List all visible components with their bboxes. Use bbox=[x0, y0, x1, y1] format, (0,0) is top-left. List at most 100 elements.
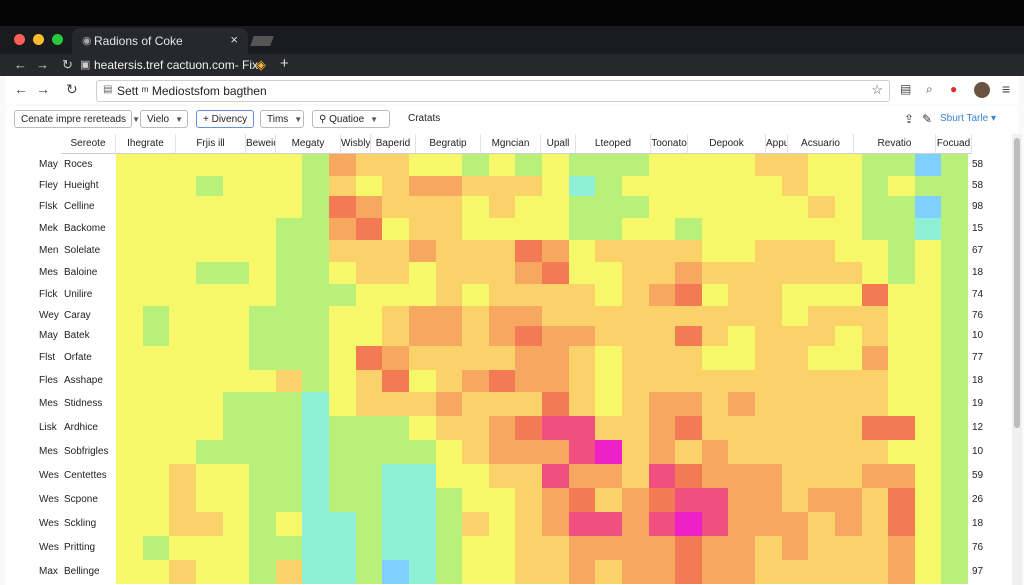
heatmap-cell[interactable] bbox=[941, 440, 969, 464]
heatmap-cell[interactable] bbox=[542, 240, 569, 262]
heatmap-cell[interactable] bbox=[195, 306, 223, 326]
heatmap-cell[interactable] bbox=[621, 218, 649, 240]
heatmap-cell[interactable] bbox=[302, 306, 330, 326]
heatmap-cell[interactable] bbox=[222, 306, 250, 326]
heatmap-cell[interactable] bbox=[275, 560, 303, 584]
heatmap-cell[interactable] bbox=[568, 284, 596, 306]
heatmap-cell[interactable] bbox=[808, 488, 836, 512]
heatmap-cell[interactable] bbox=[222, 262, 250, 284]
heatmap-cell[interactable] bbox=[834, 176, 862, 196]
heatmap-cell[interactable] bbox=[941, 306, 969, 326]
heatmap-cell[interactable] bbox=[595, 196, 623, 218]
heatmap-cell[interactable] bbox=[169, 284, 197, 306]
heatmap-cell[interactable] bbox=[142, 512, 170, 536]
heatmap-cell[interactable] bbox=[621, 262, 649, 284]
heatmap-cell[interactable] bbox=[888, 240, 916, 262]
heatmap-cell[interactable] bbox=[116, 306, 143, 326]
heatmap-cell[interactable] bbox=[435, 370, 463, 392]
column-header[interactable]: Focuad bbox=[936, 134, 972, 154]
heatmap-cell[interactable] bbox=[222, 326, 250, 346]
heatmap-cell[interactable] bbox=[834, 464, 862, 488]
heatmap-cell[interactable] bbox=[116, 512, 143, 536]
heatmap-cell[interactable] bbox=[568, 346, 596, 370]
heatmap-cell[interactable] bbox=[728, 536, 756, 560]
heatmap-cell[interactable] bbox=[515, 306, 543, 326]
heatmap-cell[interactable] bbox=[675, 560, 703, 584]
heatmap-cell[interactable] bbox=[275, 440, 303, 464]
heatmap-cell[interactable] bbox=[621, 464, 649, 488]
heatmap-cell[interactable] bbox=[701, 326, 729, 346]
heatmap-cell[interactable] bbox=[728, 306, 756, 326]
heatmap-cell[interactable] bbox=[435, 284, 463, 306]
heatmap-cell[interactable] bbox=[382, 512, 410, 536]
heatmap-cell[interactable] bbox=[249, 284, 277, 306]
heatmap-cell[interactable] bbox=[462, 284, 490, 306]
heatmap-cell[interactable] bbox=[355, 464, 383, 488]
heatmap-cell[interactable] bbox=[542, 176, 569, 196]
heatmap-cell[interactable] bbox=[701, 392, 729, 416]
heatmap-cell[interactable] bbox=[621, 306, 649, 326]
heatmap-cell[interactable] bbox=[728, 176, 756, 196]
heatmap-cell[interactable] bbox=[488, 560, 516, 584]
heatmap-cell[interactable] bbox=[675, 488, 703, 512]
heatmap-cell[interactable] bbox=[222, 176, 250, 196]
heatmap-cell[interactable] bbox=[249, 326, 277, 346]
heatmap-cell[interactable] bbox=[382, 218, 410, 240]
heatmap-cell[interactable] bbox=[249, 306, 277, 326]
heatmap-cell[interactable] bbox=[914, 488, 942, 512]
heatmap-cell[interactable] bbox=[195, 392, 223, 416]
heatmap-cell[interactable] bbox=[595, 306, 623, 326]
heatmap-cell[interactable] bbox=[142, 488, 170, 512]
heatmap-cell[interactable] bbox=[515, 536, 543, 560]
heatmap-cell[interactable] bbox=[728, 392, 756, 416]
quatioe-dropdown[interactable]: ⚲ Quatioe ▼ bbox=[312, 110, 390, 128]
heatmap-cell[interactable] bbox=[914, 262, 942, 284]
heatmap-cell[interactable] bbox=[808, 176, 836, 196]
heatmap-cell[interactable] bbox=[195, 326, 223, 346]
heatmap-cell[interactable] bbox=[142, 284, 170, 306]
heatmap-cell[interactable] bbox=[488, 346, 516, 370]
heatmap-cell[interactable] bbox=[675, 218, 703, 240]
heatmap-cell[interactable] bbox=[568, 240, 596, 262]
heatmap-cell[interactable] bbox=[488, 440, 516, 464]
heatmap-cell[interactable] bbox=[888, 488, 916, 512]
heatmap-cell[interactable] bbox=[914, 440, 942, 464]
heatmap-cell[interactable] bbox=[701, 306, 729, 326]
heatmap-cell[interactable] bbox=[648, 416, 676, 440]
vielo-dropdown[interactable]: Vielo ▼ bbox=[140, 110, 188, 128]
heatmap-cell[interactable] bbox=[781, 440, 809, 464]
heatmap-cell[interactable] bbox=[195, 536, 223, 560]
heatmap-cell[interactable] bbox=[914, 536, 942, 560]
bookmark-star-icon[interactable]: ☆ bbox=[871, 82, 883, 97]
heatmap-cell[interactable] bbox=[408, 240, 436, 262]
minimize-window-button[interactable] bbox=[33, 34, 44, 45]
heatmap-cell[interactable] bbox=[408, 512, 436, 536]
heatmap-cell[interactable] bbox=[488, 284, 516, 306]
heatmap-cell[interactable] bbox=[568, 176, 596, 196]
address-url[interactable]: heatersis.tref cactuon.com- Fix bbox=[94, 58, 259, 72]
heatmap-cell[interactable] bbox=[914, 560, 942, 584]
heatmap-cell[interactable] bbox=[169, 306, 197, 326]
heatmap-cell[interactable] bbox=[755, 488, 782, 512]
heatmap-cell[interactable] bbox=[675, 284, 703, 306]
heatmap-cell[interactable] bbox=[142, 440, 170, 464]
heatmap-cell[interactable] bbox=[116, 392, 143, 416]
heatmap-cell[interactable] bbox=[621, 176, 649, 196]
column-header[interactable]: Beweict bbox=[246, 134, 276, 154]
heatmap-cell[interactable] bbox=[142, 196, 170, 218]
heatmap-cell[interactable] bbox=[728, 512, 756, 536]
menu-icon[interactable]: ≡ bbox=[1002, 81, 1011, 97]
heatmap-cell[interactable] bbox=[888, 392, 916, 416]
heatmap-cell[interactable] bbox=[302, 196, 330, 218]
heatmap-cell[interactable] bbox=[302, 464, 330, 488]
heatmap-cell[interactable] bbox=[675, 176, 703, 196]
heatmap-cell[interactable] bbox=[888, 560, 916, 584]
heatmap-cell[interactable] bbox=[621, 512, 649, 536]
heatmap-cell[interactable] bbox=[515, 392, 543, 416]
heatmap-cell[interactable] bbox=[941, 560, 969, 584]
heatmap-cell[interactable] bbox=[888, 370, 916, 392]
heatmap-cell[interactable] bbox=[861, 464, 889, 488]
heatmap-cell[interactable] bbox=[249, 196, 277, 218]
reader-icon[interactable]: ▤ bbox=[900, 82, 912, 96]
heatmap-cell[interactable] bbox=[302, 154, 330, 176]
